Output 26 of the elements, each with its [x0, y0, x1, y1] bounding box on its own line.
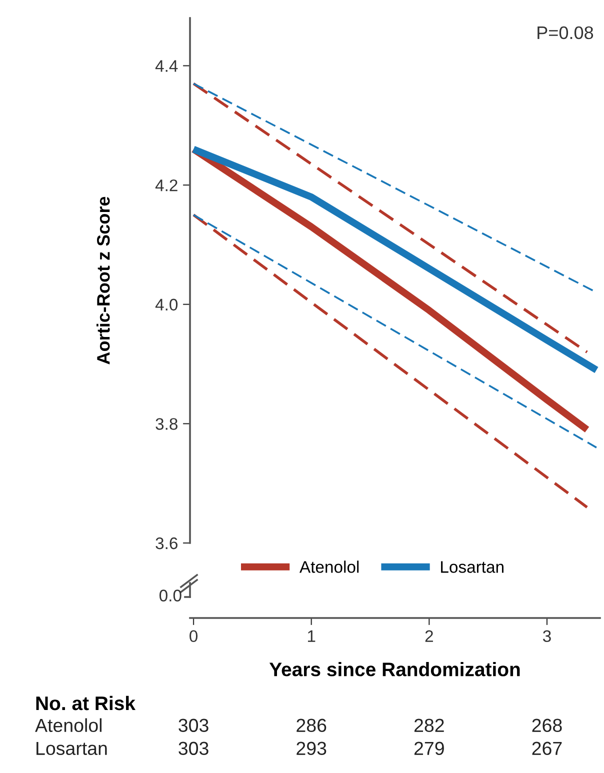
- legend-label: Losartan: [441, 561, 504, 573]
- x-tick-label: 1: [308, 630, 316, 642]
- text: 279: [414, 742, 444, 756]
- y-tick-label: 3.6: [156, 537, 178, 550]
- text: 303: [178, 742, 208, 756]
- y-tick-label: 4.4: [155, 60, 178, 72]
- y-tick-label: 4.2: [155, 179, 178, 192]
- text: 0.0: [159, 590, 182, 602]
- text: No. at Risk: [36, 696, 136, 710]
- text: 293: [296, 742, 326, 756]
- y-tick-label: 3.8: [156, 418, 178, 430]
- x-axis-title: Years since Randomization: [269, 662, 520, 676]
- text: 268: [532, 718, 562, 732]
- text: 267: [532, 742, 562, 756]
- y-tick-label: 4.0: [155, 298, 178, 311]
- text: 303: [178, 718, 208, 732]
- x-tick-label: 0: [190, 630, 198, 642]
- text: 282: [414, 718, 444, 732]
- y-axis-title: Aortic-Root z Score: [96, 196, 110, 364]
- legend-label: Atenolol: [299, 560, 359, 573]
- annotation: P=0.08: [538, 26, 594, 40]
- x-tick-label: 2: [425, 630, 433, 642]
- text: Atenolol: [35, 718, 102, 732]
- x-tick-label: 3: [542, 630, 551, 642]
- text: 286: [296, 718, 326, 732]
- text: Losartan: [36, 742, 107, 756]
